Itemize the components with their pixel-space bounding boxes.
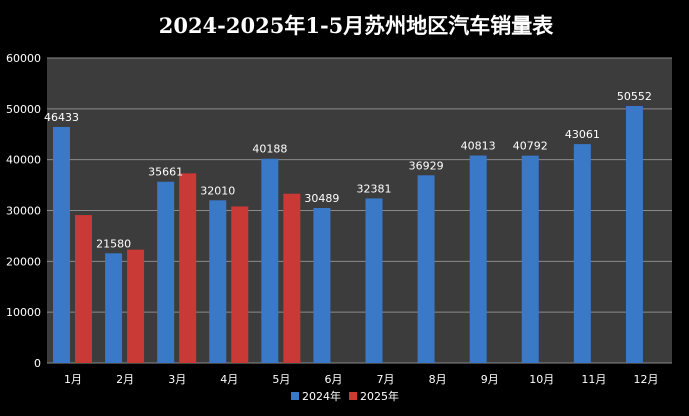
- legend: 2024年 2025年: [291, 389, 399, 403]
- bar-2024-10: [521, 155, 539, 363]
- x-tick-label: 12月: [633, 373, 658, 386]
- chart-title: 2024-2025年1-5月苏州地区汽车销量表: [159, 13, 555, 38]
- bar-2025-3: [179, 173, 197, 363]
- x-tick-label: 10月: [529, 373, 554, 386]
- data-label-2024-10: 40792: [513, 140, 548, 153]
- bar-2024-12: [625, 106, 643, 363]
- bar-2025-4: [231, 206, 249, 363]
- legend-label-1: 2024年: [302, 389, 341, 403]
- bar-2025-5: [283, 193, 301, 363]
- y-tick-label: 30000: [6, 205, 41, 218]
- data-label-2024-7: 32381: [357, 182, 392, 195]
- legend-swatch-1: [291, 392, 299, 400]
- x-tick-label: 2月: [116, 373, 134, 386]
- x-tick-label: 9月: [481, 373, 499, 386]
- y-tick-label: 10000: [6, 306, 41, 319]
- legend-label-2: 2025年: [360, 389, 399, 403]
- data-label-2024-8: 36929: [409, 159, 444, 172]
- data-label-2024-9: 40813: [461, 140, 496, 153]
- bar-2025-1: [75, 215, 92, 363]
- x-tick-label: 4月: [220, 373, 238, 386]
- data-label-2024-2: 21580: [96, 237, 131, 250]
- bar-2024-4: [209, 200, 227, 363]
- bar-2024-9: [469, 155, 487, 363]
- data-label-2024-11: 43061: [565, 128, 600, 141]
- x-tick-label: 5月: [272, 373, 290, 386]
- y-axis-ticks: 0 10000 20000 30000 40000 50000 60000: [6, 52, 41, 370]
- data-label-2024-3: 35661: [148, 166, 183, 179]
- x-tick-label: 6月: [324, 373, 342, 386]
- data-label-2024-4: 32010: [200, 184, 235, 197]
- gridlines: [47, 57, 672, 364]
- y-tick-label: 60000: [6, 52, 41, 65]
- data-label-2024-1: 46433: [44, 111, 79, 124]
- data-labels: 46433 21580 35661 32010 40188 30489 32381 36929…: [44, 90, 652, 250]
- x-tick-label: 7月: [377, 373, 395, 386]
- bar-2024-5: [261, 158, 279, 363]
- x-tick-label: 11月: [581, 373, 606, 386]
- y-tick-label: 20000: [6, 255, 41, 268]
- bar-2024-2: [105, 253, 123, 363]
- data-label-2024-6: 30489: [304, 192, 339, 205]
- bars: [53, 106, 643, 364]
- x-tick-label: 3月: [168, 373, 186, 386]
- bar-2024-3: [157, 181, 175, 363]
- bar-2024-7: [365, 198, 383, 363]
- bar-2024-8: [417, 175, 435, 363]
- bar-2024-11: [573, 144, 591, 363]
- x-axis-ticks: 1月 2月 3月 4月 5月 6月 7月 8月 9月 10月 11月 12月: [64, 373, 658, 386]
- bar-2024-1: [53, 126, 70, 364]
- data-label-2024-12: 50552: [617, 90, 652, 103]
- bar-2024-6: [313, 208, 331, 363]
- y-tick-label: 50000: [6, 103, 41, 116]
- y-tick-label: 40000: [6, 154, 41, 167]
- data-label-2024-5: 40188: [252, 143, 287, 156]
- x-tick-label: 8月: [429, 373, 447, 386]
- legend-swatch-2: [349, 392, 357, 400]
- bar-2025-2: [127, 249, 145, 363]
- y-tick-label: 0: [34, 357, 41, 370]
- x-tick-label: 1月: [64, 373, 82, 386]
